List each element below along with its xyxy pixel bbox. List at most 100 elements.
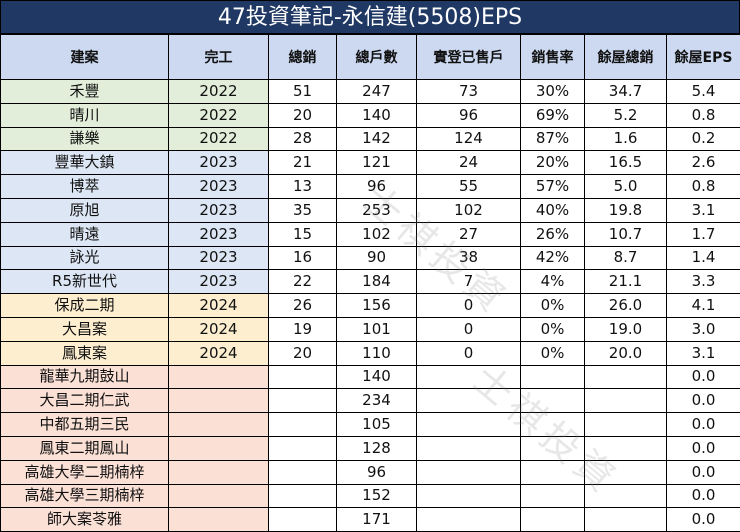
table-cell[interactable]: 0.2 (667, 127, 740, 151)
table-cell[interactable]: 42% (521, 246, 585, 270)
table-cell[interactable] (169, 365, 269, 389)
table-cell[interactable]: 110 (337, 341, 417, 365)
table-cell[interactable]: 7 (417, 270, 521, 294)
table-cell[interactable]: 20% (521, 151, 585, 175)
table-cell[interactable]: 0% (521, 294, 585, 318)
table-cell[interactable]: 10.7 (585, 222, 667, 246)
table-cell[interactable] (521, 460, 585, 484)
table-cell[interactable]: 19.0 (585, 317, 667, 341)
table-cell[interactable]: 27 (417, 222, 521, 246)
table-cell[interactable]: 55 (417, 175, 521, 199)
table-cell[interactable] (169, 413, 269, 437)
table-cell[interactable] (521, 436, 585, 460)
table-cell[interactable] (585, 365, 667, 389)
table-cell[interactable]: 184 (337, 270, 417, 294)
table-cell[interactable] (521, 508, 585, 532)
table-cell[interactable]: 高雄大學三期楠梓 (1, 484, 169, 508)
table-cell[interactable] (417, 460, 521, 484)
table-cell[interactable]: 鳳東案 (1, 341, 169, 365)
table-cell[interactable] (269, 365, 337, 389)
table-cell[interactable]: 大昌案 (1, 317, 169, 341)
table-cell[interactable]: 73 (417, 80, 521, 104)
table-cell[interactable]: 30% (521, 80, 585, 104)
table-cell[interactable]: 19.8 (585, 198, 667, 222)
table-cell[interactable]: 22 (269, 270, 337, 294)
table-cell[interactable] (417, 365, 521, 389)
table-cell[interactable]: 38 (417, 246, 521, 270)
table-cell[interactable]: 保成二期 (1, 294, 169, 318)
table-cell[interactable]: 102 (417, 198, 521, 222)
table-cell[interactable]: 中都五期三民 (1, 413, 169, 437)
table-cell[interactable]: 156 (337, 294, 417, 318)
table-cell[interactable]: 13 (269, 175, 337, 199)
table-cell[interactable] (269, 460, 337, 484)
table-cell[interactable]: 142 (337, 127, 417, 151)
table-cell[interactable]: 3.0 (667, 317, 740, 341)
table-cell[interactable]: 3.3 (667, 270, 740, 294)
table-cell[interactable] (585, 413, 667, 437)
table-cell[interactable] (169, 389, 269, 413)
table-cell[interactable]: 0.0 (667, 508, 740, 532)
table-cell[interactable]: 35 (269, 198, 337, 222)
table-cell[interactable] (269, 484, 337, 508)
table-cell[interactable]: 0.0 (667, 460, 740, 484)
table-cell[interactable]: 2024 (169, 294, 269, 318)
table-cell[interactable]: 0.0 (667, 436, 740, 460)
table-cell[interactable]: 34.7 (585, 80, 667, 104)
table-cell[interactable]: 253 (337, 198, 417, 222)
table-cell[interactable]: 5.0 (585, 175, 667, 199)
table-cell[interactable]: 0 (417, 317, 521, 341)
table-cell[interactable]: 晴遠 (1, 222, 169, 246)
table-cell[interactable] (417, 413, 521, 437)
table-cell[interactable]: 26.0 (585, 294, 667, 318)
table-cell[interactable]: 0.0 (667, 484, 740, 508)
table-cell[interactable]: 晴川 (1, 103, 169, 127)
table-cell[interactable]: 21 (269, 151, 337, 175)
table-cell[interactable]: 8.7 (585, 246, 667, 270)
table-cell[interactable] (417, 436, 521, 460)
table-cell[interactable]: 2023 (169, 175, 269, 199)
table-cell[interactable]: 96 (337, 175, 417, 199)
table-cell[interactable]: 26% (521, 222, 585, 246)
table-cell[interactable]: 234 (337, 389, 417, 413)
table-cell[interactable]: 豐華大鎮 (1, 151, 169, 175)
table-cell[interactable]: 詠光 (1, 246, 169, 270)
table-cell[interactable]: 2.6 (667, 151, 740, 175)
table-cell[interactable]: 16 (269, 246, 337, 270)
table-cell[interactable]: 124 (417, 127, 521, 151)
table-cell[interactable] (169, 460, 269, 484)
table-cell[interactable]: 20 (269, 103, 337, 127)
table-cell[interactable] (417, 508, 521, 532)
table-cell[interactable]: 15 (269, 222, 337, 246)
table-cell[interactable]: 101 (337, 317, 417, 341)
table-cell[interactable]: 禾豐 (1, 80, 169, 104)
table-cell[interactable]: 20.0 (585, 341, 667, 365)
table-cell[interactable]: 57% (521, 175, 585, 199)
table-cell[interactable]: 0 (417, 294, 521, 318)
table-cell[interactable]: 5.2 (585, 103, 667, 127)
table-cell[interactable]: 0 (417, 341, 521, 365)
table-cell[interactable]: 247 (337, 80, 417, 104)
table-cell[interactable] (269, 436, 337, 460)
table-cell[interactable]: 0.0 (667, 413, 740, 437)
table-cell[interactable]: 1.7 (667, 222, 740, 246)
table-cell[interactable] (585, 484, 667, 508)
table-cell[interactable]: 2023 (169, 222, 269, 246)
table-cell[interactable]: 2024 (169, 341, 269, 365)
table-cell[interactable]: 21.1 (585, 270, 667, 294)
table-cell[interactable] (417, 484, 521, 508)
table-cell[interactable]: 2022 (169, 103, 269, 127)
table-cell[interactable] (269, 389, 337, 413)
table-cell[interactable]: 26 (269, 294, 337, 318)
table-cell[interactable]: 2022 (169, 80, 269, 104)
table-cell[interactable]: 128 (337, 436, 417, 460)
table-cell[interactable]: 152 (337, 484, 417, 508)
table-cell[interactable]: 28 (269, 127, 337, 151)
table-cell[interactable]: 51 (269, 80, 337, 104)
table-cell[interactable]: 0.8 (667, 103, 740, 127)
table-cell[interactable]: 1.6 (585, 127, 667, 151)
table-cell[interactable]: R5新世代 (1, 270, 169, 294)
table-cell[interactable]: 謙樂 (1, 127, 169, 151)
table-cell[interactable] (585, 389, 667, 413)
table-cell[interactable] (169, 436, 269, 460)
